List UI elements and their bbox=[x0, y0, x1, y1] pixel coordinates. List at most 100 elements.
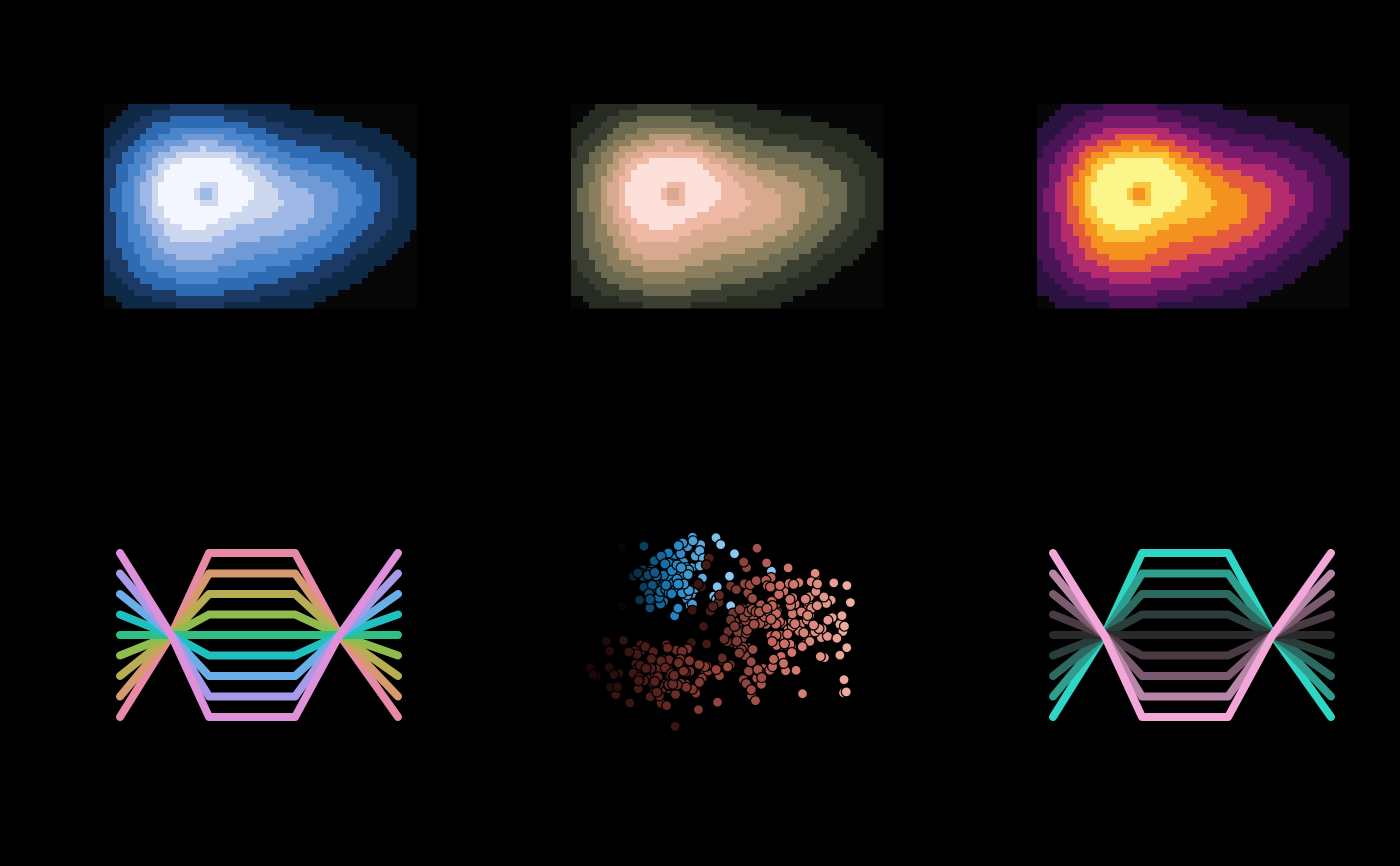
heatmap-cell bbox=[1337, 110, 1344, 117]
heatmap-cell bbox=[637, 206, 644, 213]
heatmap-cell bbox=[410, 272, 417, 279]
heatmap-cell bbox=[368, 194, 375, 201]
heatmap-cell bbox=[1319, 158, 1326, 165]
heatmap-cell bbox=[643, 164, 650, 171]
heatmap-cell bbox=[1319, 152, 1326, 159]
heatmap-cell bbox=[326, 206, 333, 213]
heatmap-cell bbox=[667, 212, 674, 219]
heatmap-cell bbox=[583, 206, 590, 213]
heatmap-cell bbox=[1175, 248, 1182, 255]
heatmap-cell bbox=[188, 290, 195, 297]
heatmap-cell bbox=[1121, 218, 1128, 225]
heatmap-cell bbox=[314, 164, 321, 171]
heatmap-cell bbox=[697, 236, 704, 243]
heatmap-cell bbox=[164, 254, 171, 261]
heatmap-cell bbox=[344, 194, 351, 201]
heatmap-cell bbox=[865, 194, 872, 201]
heatmap-cell bbox=[224, 146, 231, 153]
heatmap-cell bbox=[398, 116, 405, 123]
heatmap-cell bbox=[637, 266, 644, 273]
heatmap-cell bbox=[1205, 110, 1212, 117]
heatmap-cell bbox=[739, 122, 746, 129]
heatmap-cell bbox=[625, 296, 632, 303]
heatmap-cell bbox=[188, 110, 195, 117]
heatmap-cell bbox=[721, 122, 728, 129]
heatmap-cell bbox=[751, 230, 758, 237]
heatmap-cell bbox=[296, 182, 303, 189]
heatmap-cell bbox=[733, 278, 740, 285]
heatmap-cell bbox=[835, 158, 842, 165]
heatmap-cell bbox=[1121, 158, 1128, 165]
heatmap-cell bbox=[134, 218, 141, 225]
heatmap-cell bbox=[625, 170, 632, 177]
heatmap-cell bbox=[1133, 176, 1140, 183]
heatmap-cell bbox=[1265, 266, 1272, 273]
heatmap-cell bbox=[571, 200, 578, 207]
heatmap-cell bbox=[1277, 194, 1284, 201]
heatmap-cell bbox=[314, 248, 321, 255]
heatmap-cell bbox=[1181, 134, 1188, 141]
heatmap-cell bbox=[1127, 254, 1134, 261]
heatmap-cell bbox=[356, 170, 363, 177]
heatmap-cell bbox=[134, 176, 141, 183]
heatmap-cell bbox=[128, 170, 135, 177]
heatmap-cell bbox=[1055, 152, 1062, 159]
heatmap-cell bbox=[661, 260, 668, 267]
heatmap-cell bbox=[1037, 248, 1044, 255]
heatmap-cell bbox=[715, 284, 722, 291]
heatmap-cell bbox=[781, 206, 788, 213]
heatmap-cell bbox=[1145, 254, 1152, 261]
heatmap-cell bbox=[1121, 176, 1128, 183]
heatmap-cell bbox=[1301, 140, 1308, 147]
heatmap-cell bbox=[314, 158, 321, 165]
heatmap-cell bbox=[290, 158, 297, 165]
heatmap-cell bbox=[332, 206, 339, 213]
heatmap-cell bbox=[1229, 206, 1236, 213]
heatmap-cell bbox=[116, 110, 123, 117]
heatmap-cell bbox=[110, 242, 117, 249]
heatmap-cell bbox=[1103, 170, 1110, 177]
heatmap-cell bbox=[368, 266, 375, 273]
heatmap-cell bbox=[1199, 164, 1206, 171]
heatmap-cell bbox=[733, 116, 740, 123]
heatmap-cell bbox=[607, 182, 614, 189]
heatmap-cell bbox=[583, 236, 590, 243]
heatmap-cell bbox=[1313, 224, 1320, 231]
heatmap-cell bbox=[1037, 212, 1044, 219]
heatmap-cell bbox=[1319, 230, 1326, 237]
heatmap-cell bbox=[601, 194, 608, 201]
heatmap-cell bbox=[1169, 188, 1176, 195]
heatmap-cell bbox=[691, 116, 698, 123]
heatmap-cell bbox=[1247, 164, 1254, 171]
heatmap-cell bbox=[1241, 212, 1248, 219]
heatmap-cell bbox=[1223, 254, 1230, 261]
heatmap-cell bbox=[1181, 176, 1188, 183]
heatmap-cell bbox=[362, 194, 369, 201]
heatmap-cell bbox=[314, 146, 321, 153]
heatmap-cell bbox=[649, 188, 656, 195]
heatmap-cell bbox=[122, 134, 129, 141]
heatmap-cell bbox=[1133, 164, 1140, 171]
heatmap-cell bbox=[739, 146, 746, 153]
heatmap-cell bbox=[332, 140, 339, 147]
heatmap-cell bbox=[116, 206, 123, 213]
heatmap-cell bbox=[1313, 164, 1320, 171]
heatmap-cell bbox=[847, 248, 854, 255]
heatmap-cell bbox=[320, 194, 327, 201]
heatmap-cell bbox=[1073, 218, 1080, 225]
heatmap-cell bbox=[739, 140, 746, 147]
heatmap-cell bbox=[308, 236, 315, 243]
heatmap-cell bbox=[302, 212, 309, 219]
heatmap-cell bbox=[1223, 218, 1230, 225]
heatmap-cell bbox=[763, 122, 770, 129]
heatmap-cell bbox=[1331, 224, 1338, 231]
heatmap-cell bbox=[1175, 230, 1182, 237]
heatmap-cell bbox=[1103, 260, 1110, 267]
heatmap-cell bbox=[380, 236, 387, 243]
heatmap-cell bbox=[1139, 140, 1146, 147]
heatmap-cell bbox=[404, 122, 411, 129]
heatmap-cell bbox=[254, 230, 261, 237]
heatmap-cell bbox=[601, 260, 608, 267]
heatmap-cell bbox=[847, 296, 854, 303]
heatmap-cell bbox=[1163, 218, 1170, 225]
